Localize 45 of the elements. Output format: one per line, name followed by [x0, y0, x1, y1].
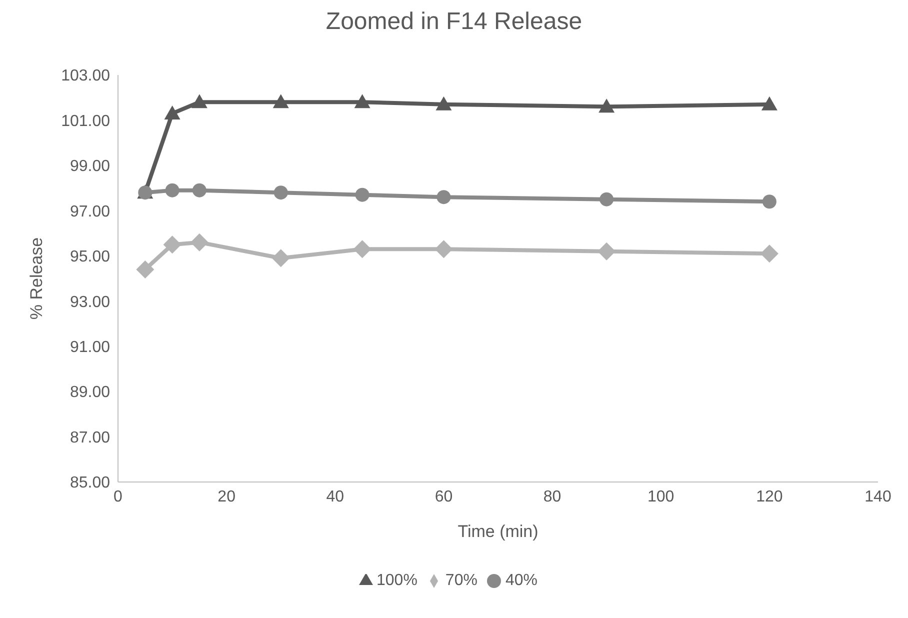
legend-label: 70%: [445, 572, 478, 589]
y-tick-label: 91.00: [70, 339, 110, 356]
x-tick-label: 80: [543, 488, 562, 506]
point: [164, 105, 180, 120]
y-tick-label: 97.00: [70, 203, 110, 220]
x-tick-label: 20: [218, 488, 236, 506]
legend-label: 100%: [376, 572, 418, 589]
y-tick-label: 93.00: [70, 294, 110, 311]
legend-label: 40%: [505, 572, 538, 589]
point: [436, 190, 451, 204]
point: [191, 94, 208, 108]
point: [600, 192, 614, 206]
point: [436, 96, 452, 110]
y-tick-label: 95.00: [70, 248, 110, 266]
point: [192, 183, 206, 198]
y-tick-label: 99.00: [70, 158, 110, 176]
x-tick-label: 40: [326, 488, 344, 506]
point: [760, 244, 778, 263]
x-tick-label: 120: [756, 488, 783, 506]
point: [355, 188, 370, 202]
point: [761, 96, 778, 110]
x-tick-label: 140: [864, 488, 892, 506]
x-tick-label: 0: [114, 488, 123, 506]
point: [762, 194, 776, 209]
point: [272, 94, 289, 108]
point: [272, 249, 290, 268]
chart-title: Zoomed in F14 Release: [324, 8, 584, 37]
point: [434, 240, 453, 258]
point: [354, 94, 370, 108]
y-tick-label: 103.00: [61, 68, 110, 85]
y-axis-title: % Release: [27, 237, 46, 320]
point: [165, 183, 180, 198]
point: [598, 98, 615, 113]
y-tick-label: 87.00: [70, 429, 110, 446]
x-axis-title: Time (min): [458, 522, 538, 541]
y-tick-label: 89.00: [70, 384, 110, 402]
point: [353, 240, 372, 258]
point: [163, 236, 182, 254]
point: [274, 186, 288, 200]
x-tick-label: 100: [648, 488, 674, 506]
point: [190, 233, 208, 252]
y-tick-label: 101.00: [61, 112, 110, 130]
point: [136, 260, 154, 278]
y-tick-label: 85.00: [70, 474, 110, 492]
x-tick-label: 60: [434, 488, 453, 506]
